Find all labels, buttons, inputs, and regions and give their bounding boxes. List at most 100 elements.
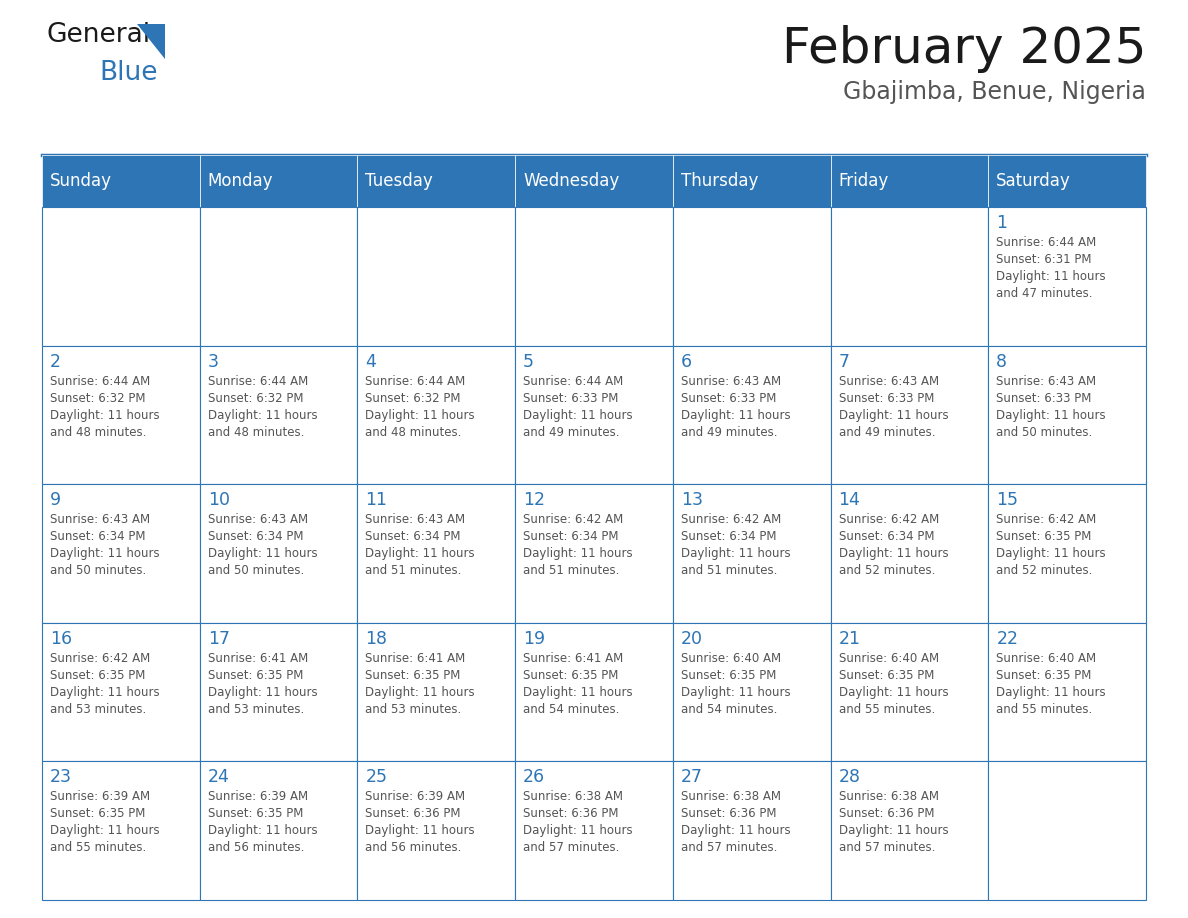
Text: 16: 16 bbox=[50, 630, 72, 648]
Bar bbox=[672, 622, 830, 761]
Text: and 48 minutes.: and 48 minutes. bbox=[208, 426, 304, 439]
Text: Sunset: 6:35 PM: Sunset: 6:35 PM bbox=[366, 669, 461, 682]
Text: 12: 12 bbox=[523, 491, 545, 509]
Text: Sunrise: 6:44 AM: Sunrise: 6:44 AM bbox=[523, 375, 624, 387]
Bar bbox=[672, 761, 830, 900]
Text: Sunrise: 6:40 AM: Sunrise: 6:40 AM bbox=[681, 652, 781, 665]
Text: and 56 minutes.: and 56 minutes. bbox=[208, 842, 304, 855]
Text: Sunrise: 6:42 AM: Sunrise: 6:42 AM bbox=[997, 513, 1097, 526]
Text: Daylight: 11 hours: Daylight: 11 hours bbox=[366, 824, 475, 837]
Text: Daylight: 11 hours: Daylight: 11 hours bbox=[523, 409, 633, 421]
Text: Daylight: 11 hours: Daylight: 11 hours bbox=[208, 686, 317, 699]
Text: and 49 minutes.: and 49 minutes. bbox=[681, 426, 777, 439]
Text: and 53 minutes.: and 53 minutes. bbox=[208, 703, 304, 716]
Text: and 49 minutes.: and 49 minutes. bbox=[523, 426, 620, 439]
Text: Sunset: 6:33 PM: Sunset: 6:33 PM bbox=[997, 392, 1092, 405]
Text: Daylight: 11 hours: Daylight: 11 hours bbox=[839, 824, 948, 837]
Bar bbox=[672, 484, 830, 622]
Text: Sunset: 6:34 PM: Sunset: 6:34 PM bbox=[50, 531, 145, 543]
Text: 8: 8 bbox=[997, 353, 1007, 371]
Text: and 50 minutes.: and 50 minutes. bbox=[997, 426, 1093, 439]
Text: Sunrise: 6:44 AM: Sunrise: 6:44 AM bbox=[208, 375, 308, 387]
Text: 19: 19 bbox=[523, 630, 545, 648]
Bar bbox=[516, 207, 672, 345]
Text: Sunrise: 6:42 AM: Sunrise: 6:42 AM bbox=[523, 513, 624, 526]
Text: Sunset: 6:33 PM: Sunset: 6:33 PM bbox=[839, 392, 934, 405]
Text: 7: 7 bbox=[839, 353, 849, 371]
Bar bbox=[988, 345, 1146, 484]
Bar bbox=[672, 207, 830, 345]
Text: Sunrise: 6:42 AM: Sunrise: 6:42 AM bbox=[839, 513, 939, 526]
Text: Sunrise: 6:44 AM: Sunrise: 6:44 AM bbox=[997, 236, 1097, 249]
Text: Sunset: 6:34 PM: Sunset: 6:34 PM bbox=[523, 531, 619, 543]
Text: and 57 minutes.: and 57 minutes. bbox=[681, 842, 777, 855]
Text: Gbajimba, Benue, Nigeria: Gbajimba, Benue, Nigeria bbox=[843, 80, 1146, 104]
Text: 3: 3 bbox=[208, 353, 219, 371]
Polygon shape bbox=[137, 24, 165, 59]
Text: Daylight: 11 hours: Daylight: 11 hours bbox=[681, 547, 790, 560]
Text: Daylight: 11 hours: Daylight: 11 hours bbox=[50, 409, 159, 421]
Text: Daylight: 11 hours: Daylight: 11 hours bbox=[523, 547, 633, 560]
Bar bbox=[672, 345, 830, 484]
Text: Sunset: 6:32 PM: Sunset: 6:32 PM bbox=[366, 392, 461, 405]
Text: Wednesday: Wednesday bbox=[523, 172, 619, 190]
Bar bbox=[516, 345, 672, 484]
Bar bbox=[830, 155, 988, 207]
Bar bbox=[42, 345, 200, 484]
Text: 1: 1 bbox=[997, 214, 1007, 232]
Text: and 55 minutes.: and 55 minutes. bbox=[50, 842, 146, 855]
Text: and 48 minutes.: and 48 minutes. bbox=[366, 426, 462, 439]
Text: Daylight: 11 hours: Daylight: 11 hours bbox=[208, 409, 317, 421]
Text: and 47 minutes.: and 47 minutes. bbox=[997, 287, 1093, 300]
Text: 15: 15 bbox=[997, 491, 1018, 509]
Text: Sunrise: 6:44 AM: Sunrise: 6:44 AM bbox=[50, 375, 150, 387]
Text: Sunset: 6:33 PM: Sunset: 6:33 PM bbox=[681, 392, 776, 405]
Text: Sunrise: 6:41 AM: Sunrise: 6:41 AM bbox=[366, 652, 466, 665]
Bar bbox=[200, 345, 358, 484]
Text: Sunset: 6:34 PM: Sunset: 6:34 PM bbox=[839, 531, 934, 543]
Text: and 48 minutes.: and 48 minutes. bbox=[50, 426, 146, 439]
Text: Daylight: 11 hours: Daylight: 11 hours bbox=[997, 686, 1106, 699]
Text: Sunset: 6:31 PM: Sunset: 6:31 PM bbox=[997, 253, 1092, 266]
Text: and 57 minutes.: and 57 minutes. bbox=[839, 842, 935, 855]
Bar bbox=[516, 484, 672, 622]
Text: 21: 21 bbox=[839, 630, 860, 648]
Text: Daylight: 11 hours: Daylight: 11 hours bbox=[208, 547, 317, 560]
Text: 28: 28 bbox=[839, 768, 860, 787]
Text: Sunrise: 6:43 AM: Sunrise: 6:43 AM bbox=[208, 513, 308, 526]
Bar bbox=[200, 484, 358, 622]
Bar bbox=[516, 761, 672, 900]
Bar bbox=[200, 622, 358, 761]
Text: 14: 14 bbox=[839, 491, 860, 509]
Bar bbox=[42, 622, 200, 761]
Text: Daylight: 11 hours: Daylight: 11 hours bbox=[208, 824, 317, 837]
Text: Sunrise: 6:40 AM: Sunrise: 6:40 AM bbox=[839, 652, 939, 665]
Bar bbox=[358, 761, 516, 900]
Text: Daylight: 11 hours: Daylight: 11 hours bbox=[50, 547, 159, 560]
Text: Sunrise: 6:43 AM: Sunrise: 6:43 AM bbox=[681, 375, 781, 387]
Text: Daylight: 11 hours: Daylight: 11 hours bbox=[681, 824, 790, 837]
Text: Sunset: 6:35 PM: Sunset: 6:35 PM bbox=[50, 669, 145, 682]
Text: Sunset: 6:34 PM: Sunset: 6:34 PM bbox=[681, 531, 776, 543]
Text: Sunset: 6:34 PM: Sunset: 6:34 PM bbox=[366, 531, 461, 543]
Text: 22: 22 bbox=[997, 630, 1018, 648]
Text: 27: 27 bbox=[681, 768, 703, 787]
Text: Sunrise: 6:41 AM: Sunrise: 6:41 AM bbox=[208, 652, 308, 665]
Text: Sunrise: 6:38 AM: Sunrise: 6:38 AM bbox=[523, 790, 624, 803]
Text: Saturday: Saturday bbox=[997, 172, 1072, 190]
Bar bbox=[42, 761, 200, 900]
Text: Daylight: 11 hours: Daylight: 11 hours bbox=[50, 686, 159, 699]
Bar bbox=[830, 207, 988, 345]
Text: Daylight: 11 hours: Daylight: 11 hours bbox=[839, 409, 948, 421]
Text: Sunset: 6:36 PM: Sunset: 6:36 PM bbox=[681, 808, 776, 821]
Text: Sunrise: 6:39 AM: Sunrise: 6:39 AM bbox=[208, 790, 308, 803]
Text: Sunset: 6:36 PM: Sunset: 6:36 PM bbox=[523, 808, 619, 821]
Text: Sunrise: 6:39 AM: Sunrise: 6:39 AM bbox=[50, 790, 150, 803]
Text: Sunset: 6:33 PM: Sunset: 6:33 PM bbox=[523, 392, 619, 405]
Text: 13: 13 bbox=[681, 491, 703, 509]
Text: Daylight: 11 hours: Daylight: 11 hours bbox=[681, 686, 790, 699]
Text: and 52 minutes.: and 52 minutes. bbox=[997, 565, 1093, 577]
Text: and 57 minutes.: and 57 minutes. bbox=[523, 842, 619, 855]
Text: Sunrise: 6:43 AM: Sunrise: 6:43 AM bbox=[366, 513, 466, 526]
Text: Daylight: 11 hours: Daylight: 11 hours bbox=[997, 409, 1106, 421]
